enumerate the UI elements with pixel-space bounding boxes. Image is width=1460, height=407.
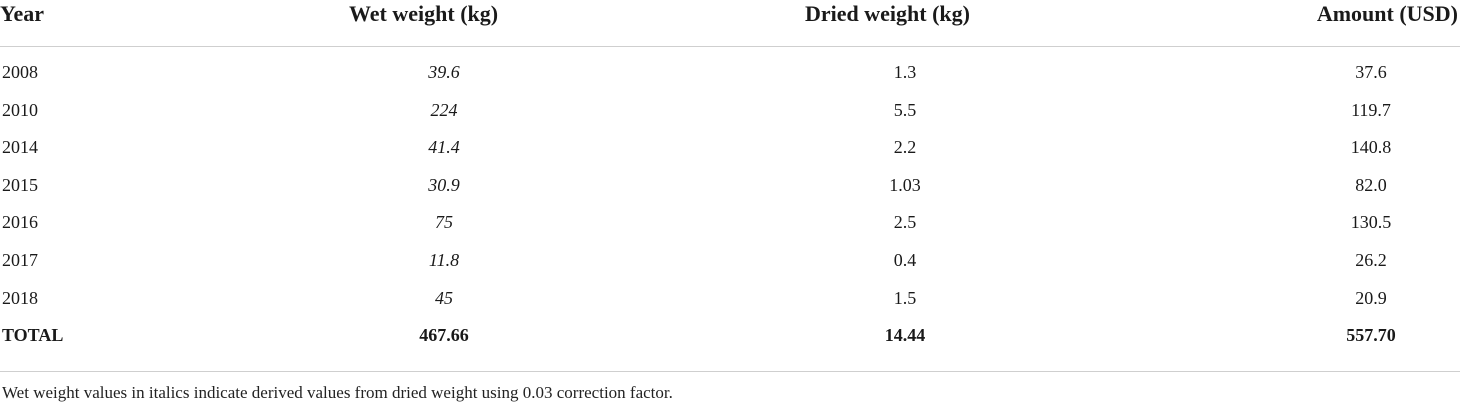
cell-amount: 140.8 [1350,137,1392,158]
total-amount: 557.70 [1346,325,1396,346]
cell-wet-weight: 11.8 [428,249,460,270]
table-row: 2016 75 2.5 130.5 [0,209,1460,247]
table-row: 2015 30.9 1.03 82.0 [0,172,1460,210]
header-year: Year [0,1,44,26]
header-wet-weight: Wet weight (kg) [349,1,499,26]
table-body: 2008 39.6 1.3 37.6 2010 224 5.5 119.7 20… [0,59,1460,360]
cell-year: 2016 [2,212,38,233]
cell-wet-weight: 41.4 [428,137,460,158]
cell-amount: 26.2 [1355,249,1387,270]
cell-wet-weight: 30.9 [428,174,460,195]
cell-dried-weight: 1.5 [893,287,917,308]
cell-wet-weight: 75 [435,212,453,233]
cell-wet-weight: 39.6 [428,62,460,82]
table-row: 2017 11.8 0.4 26.2 [0,247,1460,285]
total-wet-weight: 467.66 [419,325,469,346]
cell-amount: 20.9 [1355,287,1387,308]
cell-dried-weight: 2.2 [893,137,917,158]
table-row: 2010 224 5.5 119.7 [0,97,1460,135]
cell-year: 2010 [2,99,38,120]
table-total-row: TOTAL 467.66 14.44 557.70 [0,322,1460,360]
table-bottom-divider [0,371,1460,372]
cell-dried-weight: 2.5 [893,212,917,233]
cell-amount: 119.7 [1351,99,1391,120]
cell-amount: 82.0 [1355,174,1387,195]
header-amount: Amount (USD) [1316,1,1458,26]
cell-year: 2015 [2,174,38,195]
cell-amount: 130.5 [1350,212,1392,233]
cell-wet-weight: 224 [430,99,458,120]
table-header-row: Year Wet weight (kg) Dried weight (kg) A… [0,0,1460,47]
total-dried-weight: 14.44 [884,325,926,346]
cell-wet-weight: 45 [435,287,453,308]
cell-year: 2017 [2,249,38,270]
cell-dried-weight: 1.03 [889,174,921,195]
cell-dried-weight: 0.4 [893,249,917,270]
table-footnote: Wet weight values in italics indicate de… [2,383,673,402]
cell-year: 2014 [2,137,38,158]
cell-year: 2018 [2,287,38,308]
table-row: 2014 41.4 2.2 140.8 [0,134,1460,172]
cell-amount: 37.6 [1355,62,1387,82]
table-row: 2008 39.6 1.3 37.6 [0,59,1460,97]
header-dried-weight: Dried weight (kg) [805,1,970,26]
cell-year: 2008 [2,62,38,82]
cell-dried-weight: 5.5 [893,99,917,120]
cell-dried-weight: 1.3 [893,62,917,82]
table-row: 2018 45 1.5 20.9 [0,285,1460,323]
data-table: Year Wet weight (kg) Dried weight (kg) A… [0,0,1460,345]
total-label: TOTAL [2,325,64,346]
